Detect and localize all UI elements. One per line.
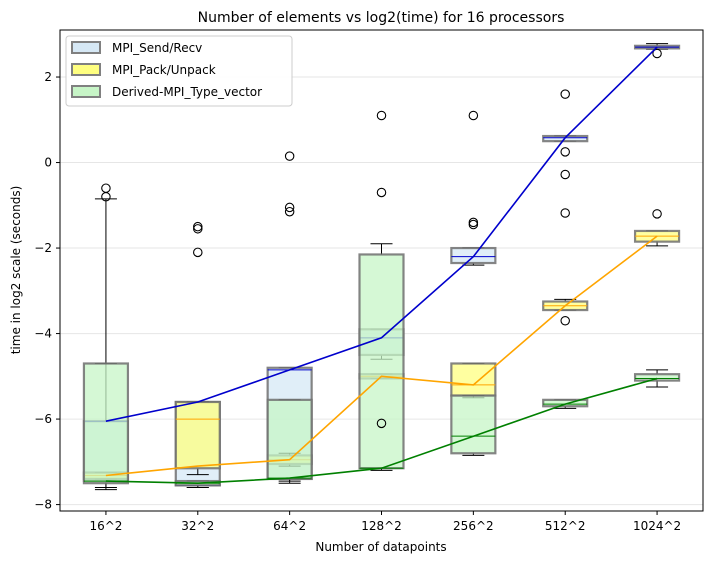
legend-frame [65, 35, 293, 107]
y-axis: −8 −6 −4 −2 0 2 [34, 70, 60, 512]
legend-label-send-recv: MPI_Send/Recv [112, 41, 202, 55]
box [542, 398, 589, 408]
outlier-point [560, 169, 570, 180]
y-tick-label: −2 [34, 241, 52, 255]
legend-swatch-type-vector [71, 85, 101, 98]
trend-line [105, 235, 658, 477]
outlier-point [376, 187, 387, 198]
outlier-point [101, 191, 111, 202]
chart-title: Number of elements vs log2(time) for 16 … [198, 10, 565, 26]
box [450, 362, 497, 397]
x-tick-label: 128^2 [361, 519, 402, 533]
y-tick-label: 0 [44, 156, 52, 170]
outlier-point [193, 224, 203, 234]
legend-swatch-send-recv [71, 41, 101, 54]
x-axis: 16^2 32^2 64^2 128^2 256^2 512^2 1024^2 [89, 511, 681, 533]
box [633, 373, 681, 382]
outlier-point [284, 202, 295, 213]
outlier-point [468, 110, 479, 121]
trend-line [105, 377, 658, 485]
x-tick-label: 256^2 [453, 519, 494, 533]
y-tick-label: −4 [34, 327, 52, 341]
outlier-point [560, 147, 570, 157]
x-tick-label: 1024^2 [633, 519, 681, 533]
outlier-point [560, 89, 570, 99]
x-tick-label: 16^2 [89, 519, 122, 533]
outlier-point [652, 48, 662, 59]
outlier-point [376, 110, 387, 121]
outlier-point [468, 219, 479, 230]
outlier-point [284, 206, 295, 217]
box [82, 362, 130, 485]
box [174, 400, 221, 470]
x-axis-label: Number of datapoints [315, 540, 446, 554]
trend-line [105, 46, 658, 422]
box [450, 394, 497, 455]
outlier-point [560, 315, 570, 326]
legend: MPI_Send/Recv MPI_Pack/Unpack Derived-MP… [65, 35, 293, 107]
box [358, 253, 405, 470]
outlier-point [652, 209, 662, 219]
y-tick-label: 2 [44, 70, 52, 84]
y-axis-label: time in log2 scale (seconds) [9, 186, 23, 355]
y-tick-label: −6 [34, 412, 52, 426]
trend-lines [105, 46, 658, 485]
x-tick-label: 512^2 [545, 519, 586, 533]
x-tick-label: 32^2 [181, 519, 214, 533]
outlier-point [284, 151, 295, 161]
box [266, 398, 313, 481]
outlier-point [376, 418, 387, 429]
y-tick-label: −8 [34, 498, 52, 512]
x-tick-label: 64^2 [273, 519, 306, 533]
legend-label-pack-unpack: MPI_Pack/Unpack [112, 63, 216, 77]
outlier-point [560, 208, 570, 218]
legend-label-type-vector: Derived-MPI_Type_vector [112, 85, 262, 99]
outlier-point [193, 247, 203, 258]
legend-swatch-pack-unpack [71, 63, 101, 76]
